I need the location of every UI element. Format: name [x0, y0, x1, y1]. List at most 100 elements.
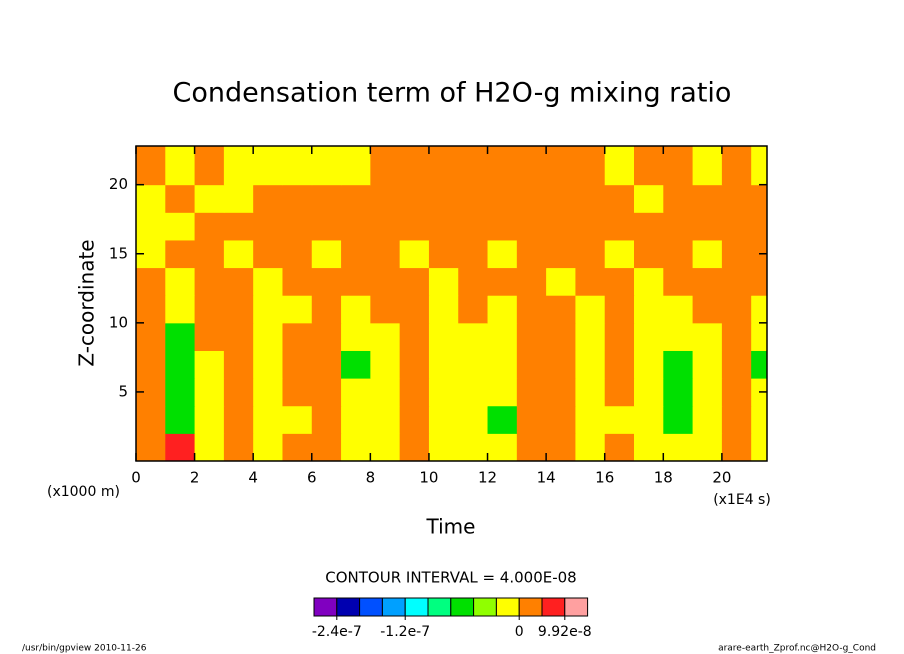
contour-cell [194, 146, 225, 186]
contour-cell [663, 350, 694, 379]
contour-cell [165, 350, 196, 379]
contour-cell [516, 350, 547, 379]
colorbar-box [359, 597, 383, 617]
contour-cell [634, 378, 664, 407]
contour-cell [663, 405, 694, 434]
contour-cell [516, 267, 547, 296]
contour-cell [253, 239, 283, 269]
contour-cell [751, 322, 767, 351]
contour-cell [253, 146, 283, 186]
contour-cell [634, 184, 664, 213]
contour-cell [692, 239, 723, 269]
contour-cell [370, 184, 401, 213]
contour-cell [663, 267, 694, 296]
contour-cell [575, 350, 606, 379]
contour-cell [341, 212, 371, 241]
contour-cell [751, 295, 767, 324]
contour-cell [311, 322, 342, 351]
contour-cell [223, 433, 254, 461]
contour-cell [165, 295, 196, 324]
y-tick-label: 20 [109, 175, 128, 193]
contour-cell [253, 267, 283, 296]
contour-cell [399, 239, 430, 269]
contour-cell [341, 239, 371, 269]
contour-cell [692, 405, 723, 434]
contour-cell [546, 239, 576, 269]
contour-cell [399, 378, 430, 407]
y-unit: (x1000 m) [47, 484, 120, 500]
contour-cell [575, 405, 606, 434]
contour-cell [399, 322, 430, 351]
contour-cell [399, 295, 430, 324]
contour-cell [370, 295, 401, 324]
contour-cell [341, 146, 371, 186]
contour-cell [370, 405, 401, 434]
contour-cell [663, 239, 694, 269]
contour-cell [546, 433, 576, 461]
contour-cell [311, 405, 342, 434]
contour-cell [282, 405, 313, 434]
contour-cell [721, 146, 752, 186]
contour-cell [604, 433, 635, 461]
contour-cell [546, 295, 576, 324]
contour-cell [253, 184, 283, 213]
contour-cell [751, 405, 767, 434]
colorbar-tick-label: 9.92e-8 [538, 624, 592, 640]
contour-cell [253, 350, 283, 379]
contour-cell [751, 267, 767, 296]
contour-cell [721, 212, 752, 241]
contour-cell [428, 405, 459, 434]
contour-cell [341, 405, 371, 434]
x-tick-label: 2 [190, 469, 200, 487]
contour-cell [487, 295, 518, 324]
x-tick-label: 16 [595, 469, 614, 487]
contour-field [136, 146, 767, 461]
contour-cell [428, 295, 459, 324]
contour-cell [516, 212, 547, 241]
x-tick-label: 10 [419, 469, 438, 487]
contour-cell [311, 146, 342, 186]
contour-cell [634, 433, 664, 461]
contour-cell [253, 433, 283, 461]
contour-cell [604, 212, 635, 241]
contour-cell [399, 433, 430, 461]
contour-cell [311, 350, 342, 379]
contour-cell [663, 322, 694, 351]
contour-cell [721, 433, 752, 461]
contour-cell [663, 295, 694, 324]
contour-cell [487, 146, 518, 186]
contour-cell [546, 405, 576, 434]
contour-cell [370, 267, 401, 296]
contour-cell [516, 295, 547, 324]
contour-cell [663, 433, 694, 461]
x-tick-label: 20 [712, 469, 731, 487]
y-axis-label: Z-coordinate [75, 239, 99, 366]
contour-cell [692, 184, 723, 213]
contour-cell [399, 146, 430, 186]
contour-cell [136, 433, 166, 461]
contour-cell [751, 212, 767, 241]
contour-cell [194, 212, 225, 241]
contour-cell [634, 322, 664, 351]
contour-cell [136, 267, 166, 296]
contour-cell [575, 433, 606, 461]
contour-cell [282, 212, 313, 241]
contour-cell [399, 184, 430, 213]
x-tick-label: 0 [131, 469, 141, 487]
contour-cell [604, 267, 635, 296]
contour-cell [370, 322, 401, 351]
contour-cell [575, 184, 606, 213]
contour-cell [165, 322, 196, 351]
contour-cell [136, 212, 166, 241]
contour-cell [604, 378, 635, 407]
contour-cell [370, 146, 401, 186]
contour-cell [663, 212, 694, 241]
contour-cell [634, 267, 664, 296]
contour-cell [458, 405, 489, 434]
contour-cell [604, 239, 635, 269]
contour-cell [136, 405, 166, 434]
contour-cell [604, 295, 635, 324]
colorbar-box [473, 597, 497, 617]
colorbar-box [495, 597, 520, 617]
contour-cell [370, 212, 401, 241]
